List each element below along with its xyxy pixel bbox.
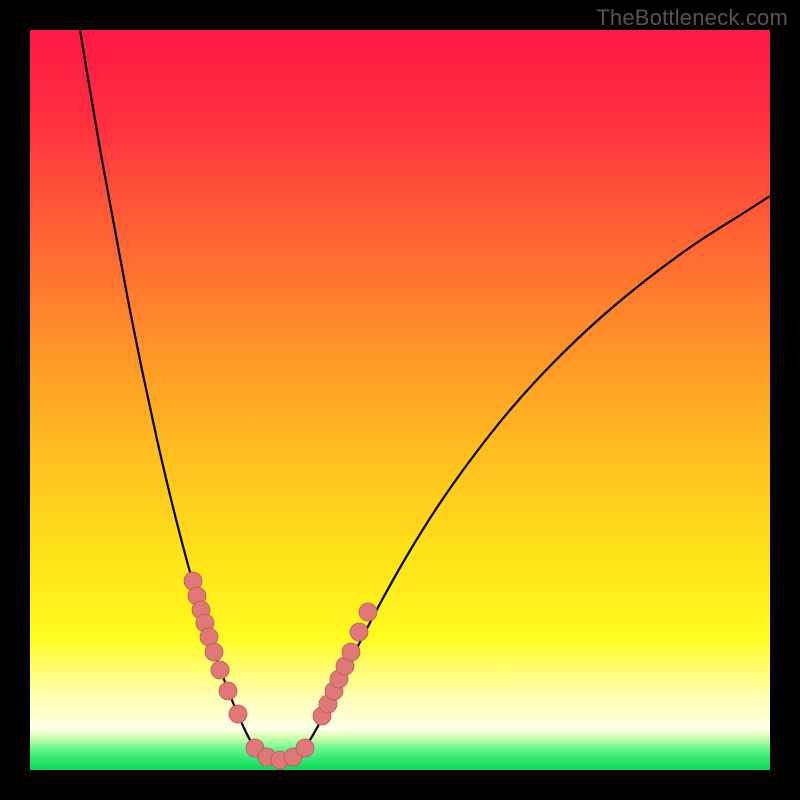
- marker-dot: [205, 643, 223, 661]
- marker-dots-group: [184, 572, 377, 769]
- curve-right-branch: [305, 196, 770, 748]
- marker-dot: [296, 739, 314, 757]
- marker-dot: [229, 705, 247, 723]
- marker-dot: [350, 623, 368, 641]
- curve-left-branch: [80, 30, 255, 748]
- marker-dot: [211, 661, 229, 679]
- marker-dot: [219, 682, 237, 700]
- marker-dot: [342, 643, 360, 661]
- chart-plot-area: [30, 30, 770, 770]
- marker-dot: [359, 603, 377, 621]
- watermark-text: TheBottleneck.com: [596, 5, 788, 31]
- chart-curves-layer: [30, 30, 770, 770]
